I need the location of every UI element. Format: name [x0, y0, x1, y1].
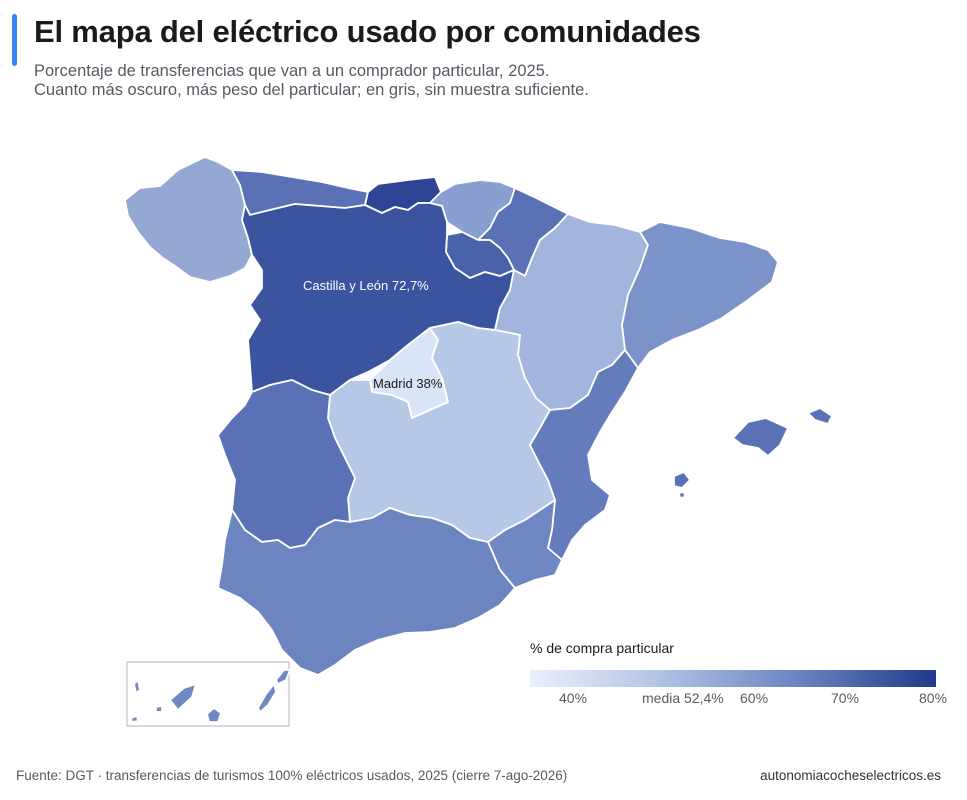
region-canarias-la-palma[interactable]: [133, 679, 141, 694]
region-baleares-ibiza[interactable]: [673, 471, 691, 489]
region-cataluna[interactable]: [621, 221, 779, 369]
subtitle-line-2: Cuanto más oscuro, más peso del particul…: [34, 81, 589, 99]
legend-tick-mean: media 52,4%: [642, 690, 724, 706]
chart-subtitle: Porcentaje de transferencias que van a u…: [34, 62, 589, 100]
legend-tick-40: 40%: [559, 690, 588, 706]
label-castilla-y-leon: Castilla y León 72,7%: [303, 278, 429, 293]
region-canarias-lanzarote[interactable]: [275, 669, 291, 685]
legend-tick-60: 60%: [740, 690, 769, 706]
footer-site-link[interactable]: autonomiacocheselectricos.es: [760, 768, 941, 783]
region-andalucia[interactable]: [217, 507, 516, 676]
title-accent-bar: [12, 14, 17, 66]
label-madrid: Madrid 38%: [373, 376, 443, 391]
canarias-inset-frame: [126, 661, 290, 727]
chart-title: El mapa del eléctrico usado por comunida…: [34, 14, 701, 49]
region-baleares-formentera[interactable]: [678, 491, 686, 499]
footer-source: Fuente: DGT · transferencias de turismos…: [16, 768, 568, 783]
region-valencia[interactable]: [529, 349, 639, 561]
region-canarias-gran-canaria[interactable]: [206, 707, 222, 723]
region-galicia[interactable]: [124, 156, 253, 283]
legend-title: % de compra particular: [530, 640, 674, 656]
legend-tick-70: 70%: [831, 690, 860, 706]
legend-color-scale: [530, 670, 936, 687]
region-baleares-mallorca[interactable]: [732, 417, 789, 457]
region-canarias-fuerteventura[interactable]: [257, 683, 277, 713]
subtitle-line-1: Porcentaje de transferencias que van a u…: [34, 62, 550, 80]
legend-tick-80: 80%: [919, 690, 948, 706]
region-canarias-gomera[interactable]: [155, 705, 163, 713]
region-canarias-tenerife[interactable]: [169, 683, 197, 711]
region-canarias-hierro[interactable]: [130, 715, 139, 723]
region-baleares-menorca[interactable]: [807, 407, 833, 425]
